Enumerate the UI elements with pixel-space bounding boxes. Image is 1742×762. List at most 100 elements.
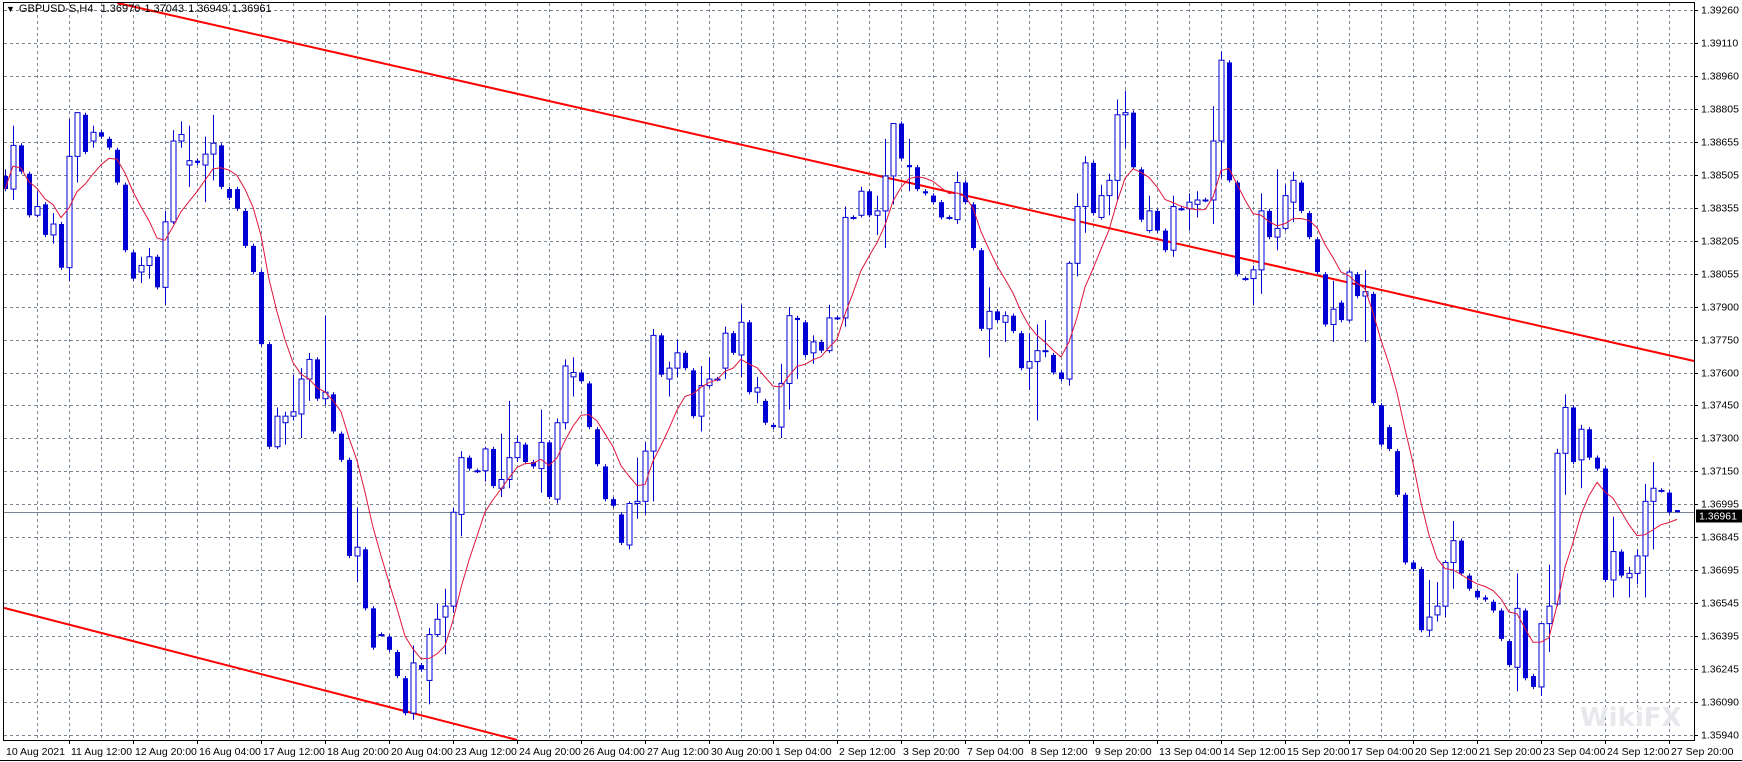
candle [354, 507, 361, 583]
candle [387, 634, 392, 653]
candle [1395, 448, 1400, 497]
candle [227, 186, 232, 200]
candle [963, 180, 968, 205]
candle [155, 254, 160, 290]
candle [771, 422, 776, 430]
candle-body-bullish [1514, 607, 1521, 668]
candle [474, 468, 481, 473]
candle-body-bullish [450, 511, 457, 607]
candle-body-bearish [595, 429, 600, 465]
candle [43, 202, 48, 238]
candle-body-bearish [603, 466, 608, 500]
price-tick-label: 1.35940 [1701, 730, 1739, 742]
candle-body-bullish [890, 123, 897, 177]
candle [1626, 566, 1633, 598]
candle-body-bullish [1450, 540, 1457, 563]
candle [1554, 448, 1561, 607]
candle-body-bearish [387, 636, 392, 650]
time-tick-label: 3 Sep 20:00 [903, 746, 960, 758]
candle [202, 136, 209, 203]
candle [611, 496, 616, 508]
candle [467, 455, 472, 471]
candle-body-bearish [267, 344, 272, 447]
candle [1122, 90, 1129, 148]
candle-body-bearish [819, 341, 824, 351]
candle [243, 208, 248, 249]
candle-body-bearish [43, 204, 48, 235]
candle-body-bullish [1330, 308, 1337, 325]
candle-body-bullish [1642, 500, 1649, 557]
trendline-lower[interactable] [3, 606, 518, 741]
candle-body-bearish [467, 457, 472, 469]
triangle-down-icon[interactable]: ▼ [6, 4, 15, 14]
candle [251, 243, 256, 275]
candle [170, 130, 177, 225]
candle-body-bullish [1658, 489, 1665, 492]
candle [1595, 455, 1600, 471]
candle-body-bullish [858, 190, 865, 216]
candle [115, 147, 120, 185]
candle [1082, 156, 1089, 233]
candle-body-bullish [1114, 114, 1121, 181]
candle-body-bearish [1667, 492, 1672, 513]
candle [1066, 261, 1073, 386]
price-axis[interactable]: 1.39260 1.39110 1.38960 1.38805 1.38655 1.385… [1694, 5, 1739, 742]
candle-body-bearish [131, 252, 136, 279]
candle-body-bearish [1163, 230, 1168, 251]
candle-body-bullish [1194, 199, 1201, 205]
candle [946, 215, 953, 220]
candle-body-bearish [795, 317, 800, 321]
candle [858, 186, 865, 218]
candle-body-bearish [1603, 468, 1608, 580]
candle-body-bearish [243, 210, 248, 246]
candle-body-bullish [1274, 227, 1281, 238]
candle [434, 603, 441, 637]
price-tick-label: 1.37750 [1701, 335, 1739, 347]
candle [939, 199, 944, 220]
candle [1146, 195, 1153, 233]
candle [1059, 370, 1064, 382]
candle-body-bullish [1210, 140, 1217, 201]
candle [410, 645, 417, 720]
candle [482, 446, 489, 482]
candle [899, 121, 904, 161]
time-tick-label: 10 Aug 2021 [6, 746, 65, 758]
candle-body-bearish [1051, 355, 1056, 373]
candle-body-bullish [186, 160, 193, 166]
candle-body-bearish [1307, 213, 1312, 238]
candle-body-bullish [634, 500, 641, 505]
candle [259, 269, 264, 347]
candle-body-bullish [1610, 551, 1617, 581]
candle-body-bullish [570, 372, 577, 378]
candle [803, 320, 808, 358]
price-tick-label: 1.37450 [1701, 400, 1739, 412]
candle [99, 130, 104, 139]
candle-body-bearish [1571, 407, 1576, 463]
price-tick-label: 1.37600 [1701, 368, 1739, 380]
candle [747, 320, 752, 395]
price-tick-label: 1.38055 [1701, 269, 1739, 281]
time-axis[interactable]: 10 Aug 2021 11 Aug 12:00 12 Aug 20:00 16 Au… [0, 740, 1742, 761]
candle [339, 431, 344, 463]
candle-body-bullish [442, 605, 449, 618]
candle [1042, 320, 1049, 358]
candle [923, 189, 928, 196]
candle-body-bearish [1387, 427, 1392, 449]
candle [514, 435, 521, 463]
time-tick-label: 18 Aug 20:00 [327, 746, 389, 758]
candle [1499, 608, 1504, 642]
candle [90, 125, 97, 148]
candle-body-bullish [954, 182, 961, 221]
candle-body-bearish [123, 184, 128, 251]
time-tick-label: 15 Sep 20:00 [1287, 746, 1350, 758]
candle-body-bearish [195, 160, 200, 163]
time-tick-label: 30 Aug 20:00 [711, 746, 773, 758]
candle-body-bearish [1507, 641, 1512, 666]
candle-body-bearish [1235, 182, 1240, 275]
candle [210, 114, 217, 181]
candle-body-bullish [34, 206, 41, 216]
candle [1346, 269, 1353, 323]
candle-body-bearish [27, 173, 32, 216]
candle-body-bearish [1419, 569, 1424, 631]
